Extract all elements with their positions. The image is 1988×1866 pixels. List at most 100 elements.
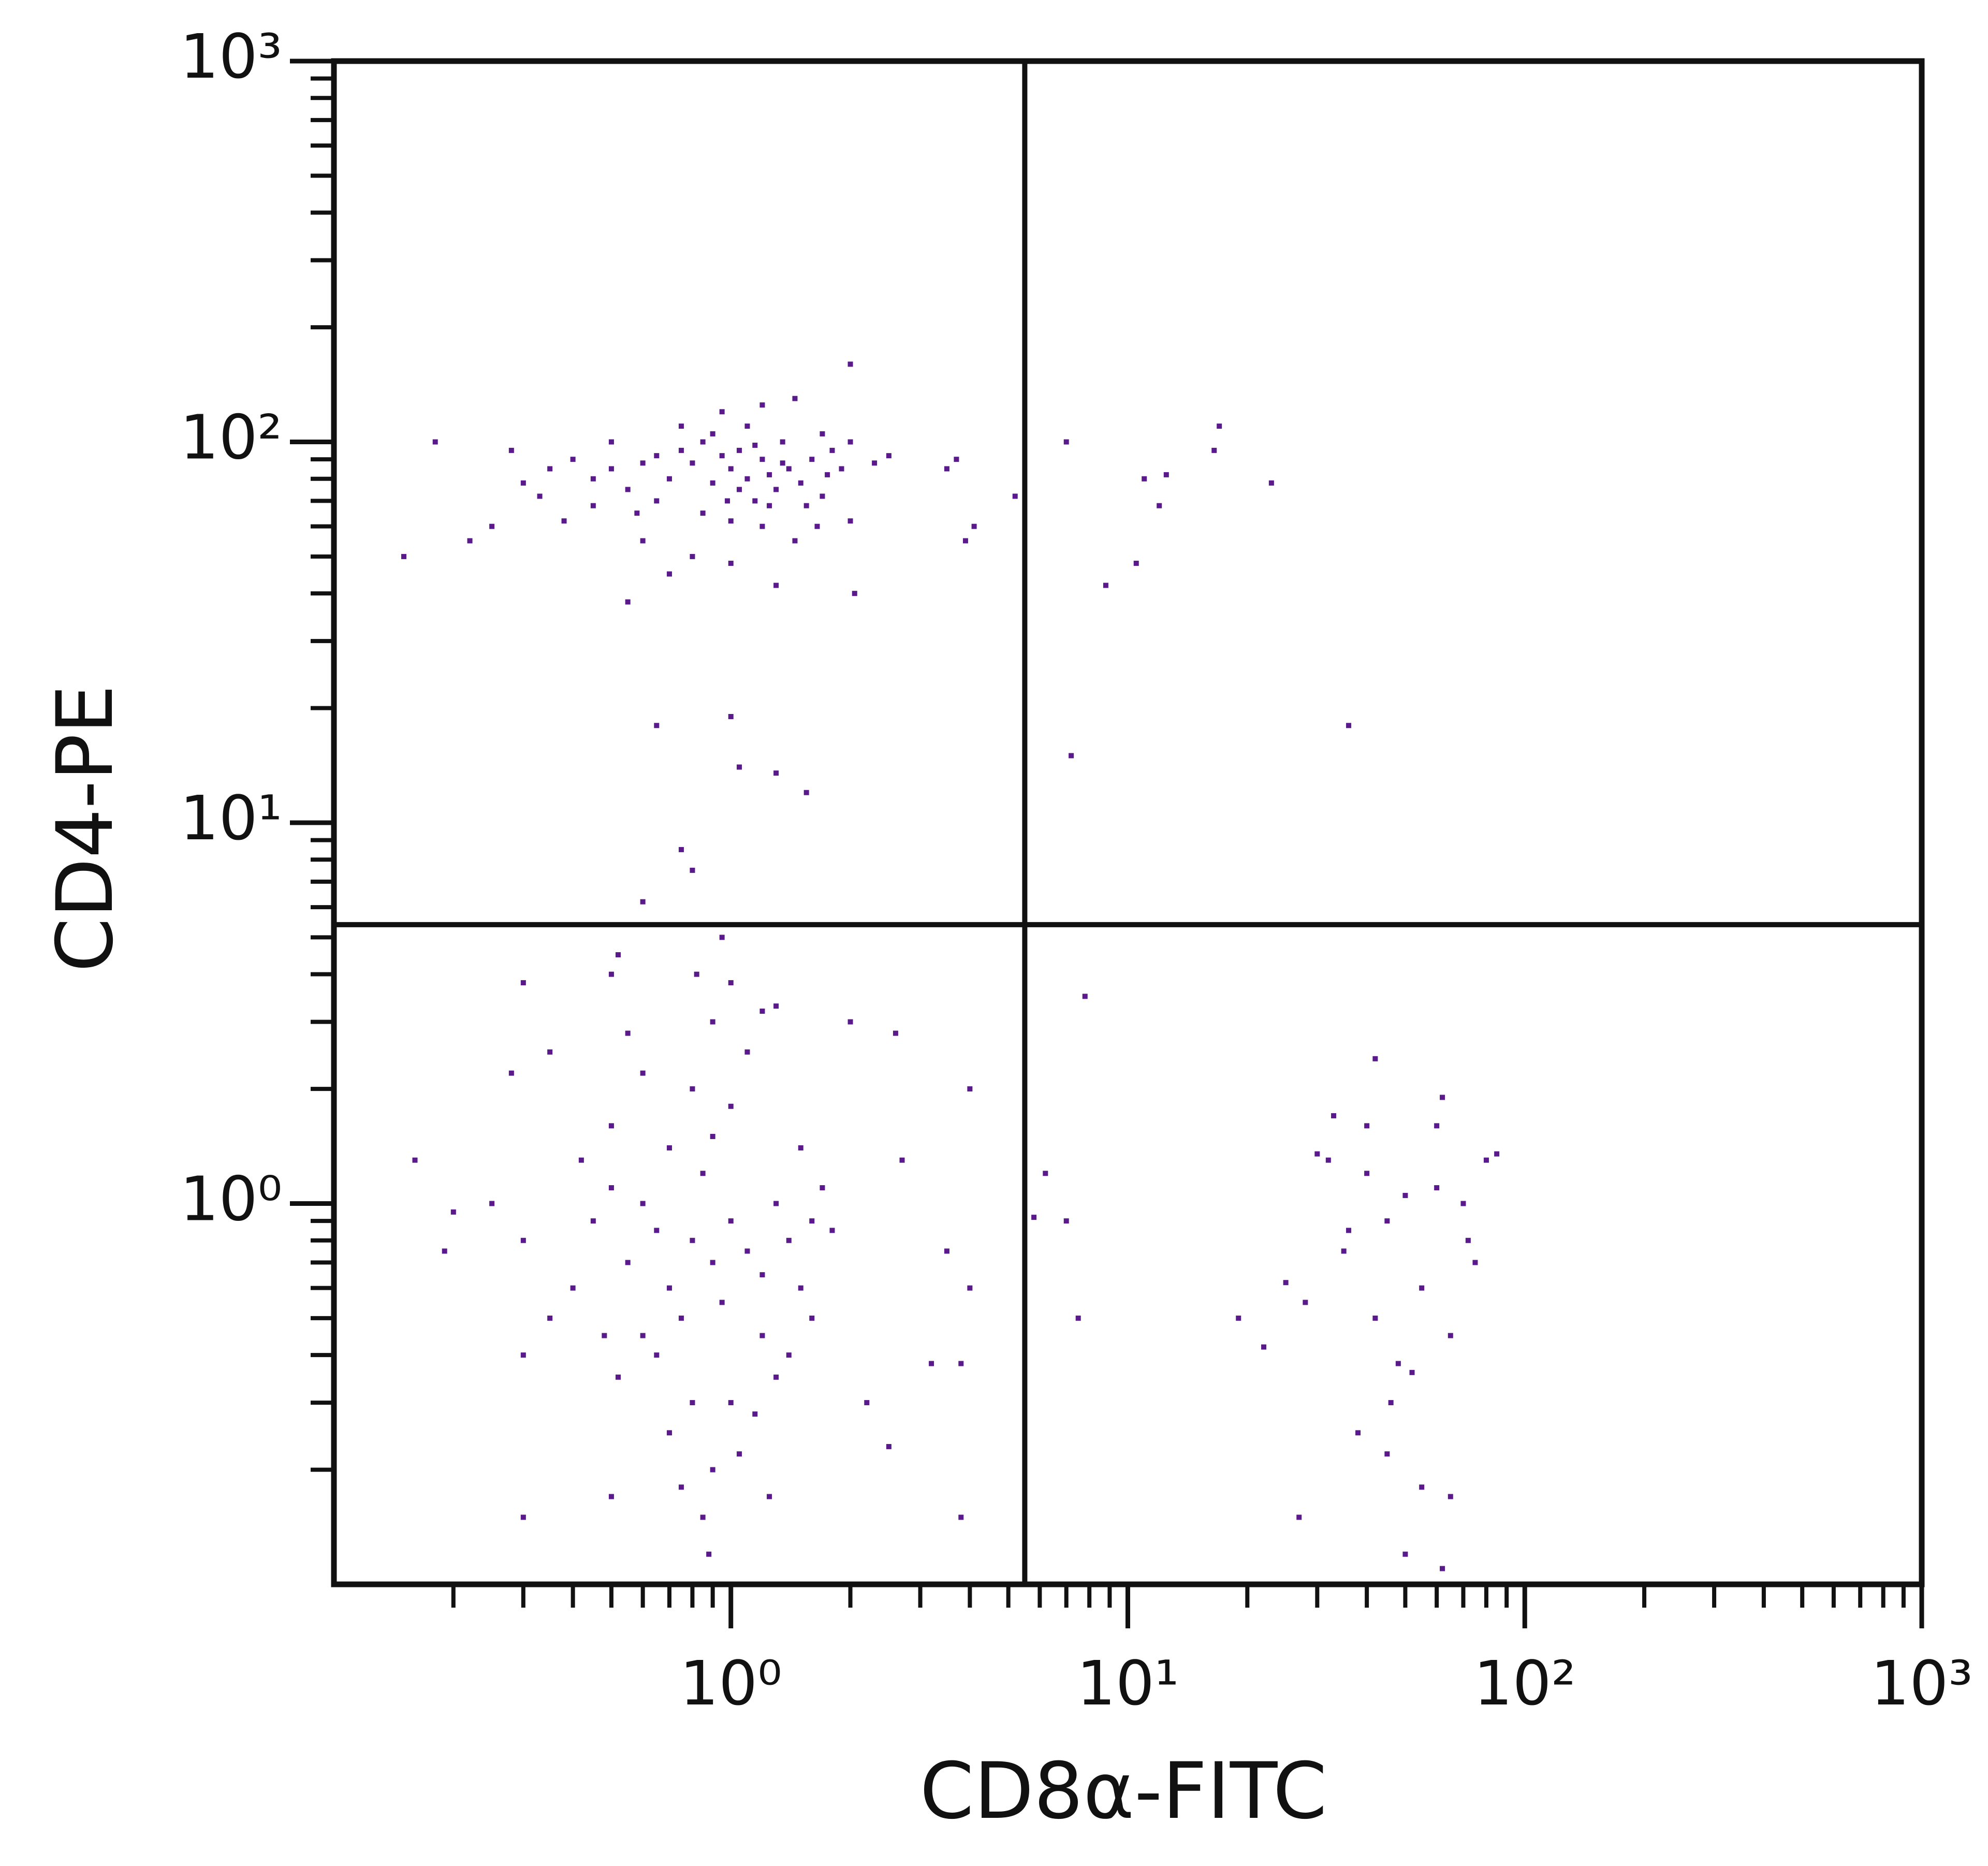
- point: [590, 1218, 596, 1224]
- point: [744, 1049, 750, 1055]
- point: [728, 518, 734, 524]
- point: [719, 453, 725, 459]
- point: [710, 431, 715, 436]
- point: [690, 553, 695, 559]
- point: [736, 447, 742, 453]
- point: [1494, 1151, 1500, 1157]
- point: [1075, 1315, 1081, 1321]
- point: [520, 1352, 526, 1358]
- point: [1211, 447, 1217, 453]
- point: [803, 503, 809, 508]
- point: [1163, 472, 1169, 477]
- point: [847, 439, 853, 445]
- point: [537, 493, 543, 499]
- point: [547, 466, 553, 472]
- point: [1142, 476, 1147, 482]
- point: [625, 599, 631, 605]
- point: [954, 457, 959, 462]
- point: [602, 1333, 607, 1338]
- point: [590, 503, 596, 508]
- point: [1303, 1300, 1308, 1305]
- x-tick-label: 10²: [1474, 1648, 1576, 1719]
- point: [719, 935, 725, 940]
- point: [608, 1123, 614, 1129]
- point: [700, 1171, 706, 1176]
- x-tick-label: 10⁰: [680, 1648, 782, 1719]
- point: [773, 487, 779, 492]
- point: [640, 1333, 646, 1338]
- point: [640, 1070, 646, 1076]
- y-axis-title: CD4-PE: [40, 684, 130, 972]
- point: [1395, 1361, 1401, 1366]
- point: [767, 503, 772, 508]
- point: [899, 1157, 905, 1163]
- x-tick-label: 10³: [1870, 1648, 1972, 1719]
- point: [690, 867, 695, 873]
- point: [678, 1484, 684, 1490]
- point: [752, 442, 758, 448]
- point: [520, 480, 526, 486]
- point: [728, 1103, 734, 1109]
- point: [615, 1374, 621, 1380]
- point: [1440, 1566, 1445, 1571]
- point: [872, 460, 878, 466]
- point: [1043, 1171, 1048, 1176]
- point: [678, 1315, 684, 1321]
- point: [773, 1201, 779, 1206]
- y-tick-label: 10¹: [180, 782, 282, 854]
- point: [814, 523, 820, 529]
- point: [803, 790, 809, 795]
- point: [625, 1030, 631, 1036]
- y-tick-label: 10³: [180, 21, 282, 92]
- point: [1346, 1228, 1352, 1233]
- point: [728, 1400, 734, 1406]
- point: [1448, 1333, 1453, 1338]
- point: [725, 498, 730, 504]
- point: [654, 498, 660, 504]
- point: [786, 466, 792, 472]
- point: [1063, 439, 1069, 445]
- point: [520, 1514, 526, 1520]
- point: [958, 1514, 964, 1520]
- point: [847, 518, 853, 524]
- point: [1103, 582, 1108, 588]
- point: [820, 1185, 825, 1191]
- point: [608, 466, 614, 472]
- point: [547, 1049, 553, 1055]
- point: [467, 538, 473, 544]
- point: [1372, 1056, 1378, 1061]
- point: [690, 1237, 695, 1243]
- point: [489, 523, 495, 529]
- point: [561, 518, 567, 524]
- point: [401, 553, 407, 559]
- point: [752, 498, 758, 504]
- point: [1472, 1260, 1478, 1265]
- point: [1261, 1344, 1267, 1350]
- point: [1341, 1248, 1347, 1254]
- point: [1325, 1157, 1331, 1163]
- point: [719, 1300, 725, 1305]
- point: [608, 1185, 614, 1191]
- point: [508, 447, 514, 453]
- point: [773, 582, 779, 588]
- point: [608, 439, 614, 445]
- point: [678, 447, 684, 453]
- point: [1440, 1095, 1445, 1100]
- point: [736, 1451, 742, 1457]
- point: [967, 1086, 973, 1092]
- point: [432, 439, 438, 445]
- x-tick-label: 10¹: [1077, 1648, 1179, 1719]
- point: [1157, 503, 1162, 508]
- point: [666, 476, 672, 482]
- point: [767, 472, 772, 477]
- point: [809, 1315, 815, 1321]
- point: [1419, 1484, 1425, 1490]
- point: [1133, 560, 1139, 566]
- point: [780, 439, 785, 445]
- point: [690, 1400, 695, 1406]
- y-tick-label: 10²: [180, 402, 282, 473]
- point: [1402, 1192, 1408, 1198]
- point: [893, 1030, 898, 1036]
- point: [792, 396, 798, 401]
